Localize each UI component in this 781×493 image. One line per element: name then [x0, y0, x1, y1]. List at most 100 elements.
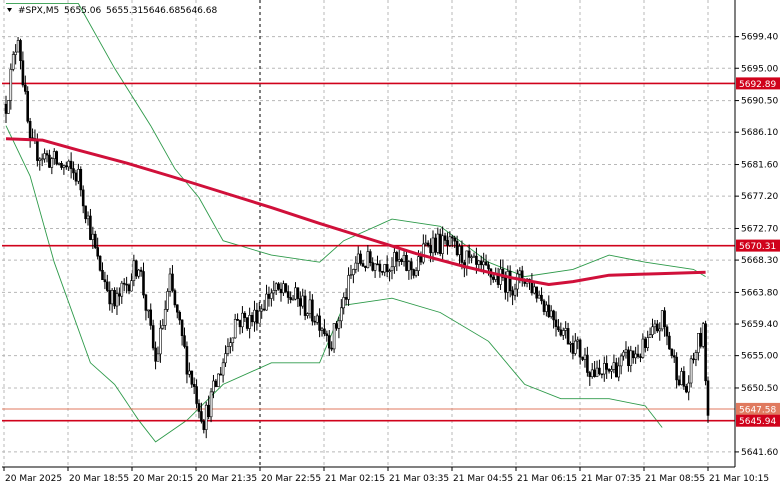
- candle-body[interactable]: [159, 327, 162, 355]
- candle-body[interactable]: [663, 310, 666, 328]
- dropdown-triangle-icon[interactable]: [7, 8, 12, 12]
- candle-body[interactable]: [448, 236, 452, 246]
- candle-body[interactable]: [84, 205, 87, 220]
- candle-body[interactable]: [38, 158, 42, 161]
- candle-body[interactable]: [238, 320, 242, 328]
- candle-body[interactable]: [277, 283, 280, 290]
- candle-body[interactable]: [274, 283, 278, 291]
- candle-body[interactable]: [320, 328, 324, 331]
- candle-body[interactable]: [629, 350, 633, 366]
- horizontal-levels[interactable]: [2, 82, 735, 422]
- candle-body[interactable]: [171, 273, 174, 291]
- candle-body[interactable]: [658, 328, 662, 332]
- candle-body[interactable]: [668, 335, 671, 350]
- candle-body[interactable]: [106, 281, 109, 291]
- candle-body[interactable]: [209, 391, 213, 418]
- candle-body[interactable]: [458, 246, 461, 255]
- candle-body[interactable]: [535, 286, 539, 299]
- candle-body[interactable]: [699, 332, 703, 347]
- candle-body[interactable]: [110, 289, 114, 305]
- candle-body[interactable]: [16, 40, 20, 53]
- candle-body[interactable]: [142, 271, 145, 296]
- candle-body[interactable]: [4, 103, 8, 114]
- candle-body[interactable]: [441, 235, 444, 254]
- candle-body[interactable]: [315, 315, 319, 323]
- candle-body[interactable]: [595, 367, 599, 377]
- candle-body[interactable]: [267, 293, 271, 299]
- candle-body[interactable]: [183, 335, 186, 347]
- candle-body[interactable]: [477, 260, 481, 265]
- candle-body[interactable]: [45, 153, 49, 156]
- candle-body[interactable]: [400, 259, 403, 263]
- candle-body[interactable]: [52, 151, 56, 159]
- candle-body[interactable]: [537, 294, 541, 299]
- candle-body[interactable]: [429, 245, 432, 254]
- candle-body[interactable]: [417, 256, 420, 272]
- candle-body[interactable]: [361, 263, 365, 267]
- candle-body[interactable]: [684, 386, 688, 393]
- candle-body[interactable]: [366, 251, 370, 269]
- candle-body[interactable]: [569, 342, 572, 345]
- candle-body[interactable]: [291, 298, 295, 301]
- candle-body[interactable]: [260, 308, 264, 312]
- candle-body[interactable]: [605, 363, 609, 370]
- candle-body[interactable]: [342, 297, 346, 309]
- candle-body[interactable]: [624, 349, 628, 353]
- candle-body[interactable]: [421, 243, 425, 263]
- candle-body[interactable]: [335, 323, 338, 329]
- candle-body[interactable]: [120, 282, 124, 297]
- candle-body[interactable]: [318, 315, 321, 331]
- candle-body[interactable]: [113, 289, 116, 307]
- candle-body[interactable]: [641, 338, 645, 358]
- candle-body[interactable]: [704, 323, 707, 382]
- candle-body[interactable]: [289, 297, 293, 300]
- candle-body[interactable]: [566, 328, 570, 345]
- candle-body[interactable]: [308, 299, 312, 314]
- candle-body[interactable]: [178, 311, 181, 321]
- candle-body[interactable]: [677, 379, 681, 386]
- candle-body[interactable]: [303, 295, 307, 316]
- candle-body[interactable]: [578, 339, 582, 358]
- candle-body[interactable]: [50, 158, 54, 168]
- candle-body[interactable]: [332, 323, 336, 350]
- candle-body[interactable]: [672, 355, 676, 358]
- candle-body[interactable]: [701, 323, 705, 347]
- candle-body[interactable]: [19, 40, 22, 62]
- candle-body[interactable]: [475, 255, 478, 265]
- candle-body[interactable]: [694, 352, 698, 360]
- candle-body[interactable]: [689, 358, 693, 384]
- candle-body[interactable]: [207, 404, 210, 418]
- level-price-tag[interactable]: 5647.58: [736, 402, 780, 416]
- candle-body[interactable]: [57, 163, 61, 165]
- candle-body[interactable]: [115, 293, 119, 307]
- candle-body[interactable]: [549, 310, 553, 317]
- candle-body[interactable]: [243, 312, 247, 319]
- candle-body[interactable]: [590, 369, 594, 377]
- candle-body[interactable]: [354, 262, 358, 270]
- candle-body[interactable]: [214, 380, 218, 387]
- candle-body[interactable]: [233, 318, 237, 339]
- candle-body[interactable]: [610, 369, 613, 372]
- candle-body[interactable]: [226, 346, 230, 354]
- candle-body[interactable]: [508, 270, 512, 292]
- candle-body[interactable]: [265, 293, 268, 311]
- candle-body[interactable]: [436, 233, 440, 253]
- candle-body[interactable]: [86, 215, 90, 220]
- candle-body[interactable]: [405, 255, 408, 271]
- candle-body[interactable]: [380, 271, 384, 273]
- candle-body[interactable]: [11, 54, 15, 70]
- candle-body[interactable]: [77, 169, 80, 182]
- candle-body[interactable]: [385, 264, 389, 272]
- candle-body[interactable]: [330, 347, 334, 350]
- candle-body[interactable]: [212, 380, 215, 393]
- candle-body[interactable]: [236, 318, 239, 321]
- candle-body[interactable]: [231, 337, 235, 343]
- candle-body[interactable]: [472, 255, 476, 258]
- candle-body[interactable]: [388, 270, 391, 273]
- candle-body[interactable]: [144, 294, 148, 311]
- candle-body[interactable]: [450, 236, 454, 239]
- candle-body[interactable]: [219, 373, 222, 376]
- candle-body[interactable]: [482, 261, 485, 266]
- candle-body[interactable]: [9, 69, 13, 101]
- candle-body[interactable]: [79, 169, 83, 191]
